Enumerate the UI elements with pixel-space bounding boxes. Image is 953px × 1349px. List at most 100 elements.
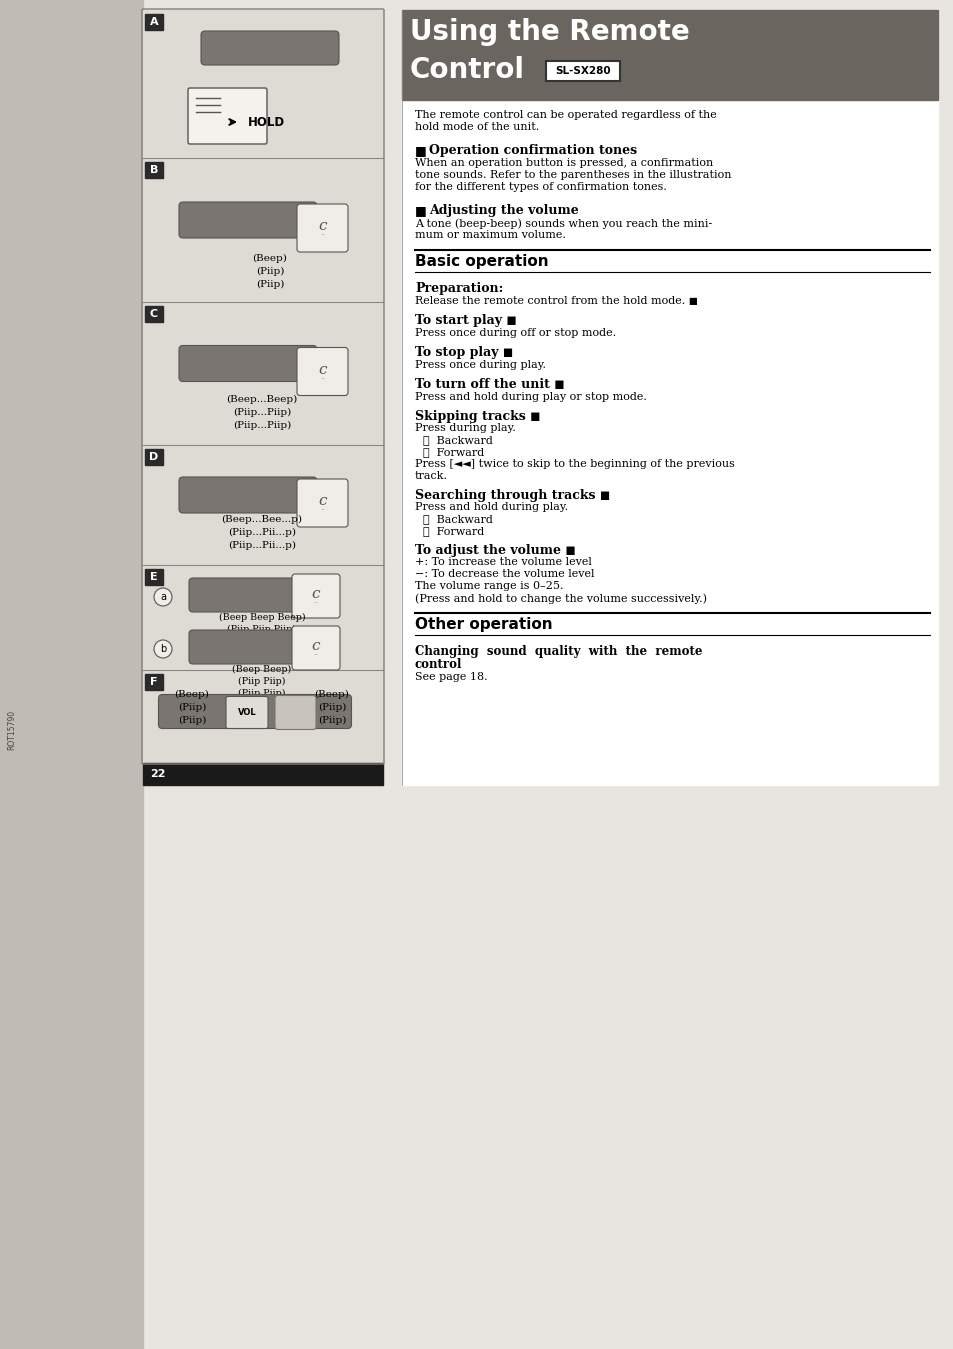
Text: D: D (150, 452, 158, 461)
FancyBboxPatch shape (292, 575, 339, 618)
Circle shape (153, 588, 172, 606)
Text: ··: ·· (313, 652, 318, 661)
Bar (145, 569, 163, 585)
FancyBboxPatch shape (201, 31, 338, 65)
Text: Using the Remote: Using the Remote (410, 18, 689, 46)
Bar (145, 674, 163, 689)
Text: c: c (318, 494, 327, 509)
Text: 22: 22 (150, 769, 166, 778)
Text: Preparation:: Preparation: (415, 282, 503, 295)
Text: (Piip): (Piip) (317, 716, 346, 726)
Text: (Piip): (Piip) (317, 703, 346, 712)
Text: Searching through tracks ◼: Searching through tracks ◼ (415, 488, 610, 502)
FancyBboxPatch shape (189, 577, 307, 612)
Text: (Beep): (Beep) (314, 689, 349, 699)
Text: hold mode of the unit.: hold mode of the unit. (415, 121, 538, 132)
Bar (145, 306, 163, 322)
Text: (Piip): (Piip) (255, 267, 284, 277)
Text: Control: Control (410, 57, 524, 84)
Text: ⓐ  Backward: ⓐ Backward (422, 434, 493, 445)
Text: a: a (160, 592, 166, 602)
FancyBboxPatch shape (545, 61, 619, 81)
Text: E: E (150, 572, 157, 581)
Text: To adjust the volume ◼: To adjust the volume ◼ (415, 544, 576, 557)
Text: (Piip): (Piip) (177, 703, 206, 712)
Text: The remote control can be operated regardless of the: The remote control can be operated regar… (415, 111, 716, 120)
Text: (Piip...Pii...p): (Piip...Pii...p) (228, 541, 295, 550)
Text: ⓐ  Backward: ⓐ Backward (422, 514, 493, 523)
Text: b: b (160, 643, 166, 654)
Text: mum or maximum volume.: mum or maximum volume. (415, 229, 565, 240)
Text: c: c (312, 639, 320, 653)
FancyBboxPatch shape (296, 204, 348, 252)
Text: c: c (312, 587, 320, 602)
FancyBboxPatch shape (179, 478, 316, 513)
Text: (Beep...Beep): (Beep...Beep) (226, 395, 297, 405)
Text: Operation confirmation tones: Operation confirmation tones (429, 144, 637, 156)
Bar (401, 9, 937, 100)
Text: A tone (beep-beep) sounds when you reach the mini-: A tone (beep-beep) sounds when you reach… (415, 219, 712, 228)
Text: ■: ■ (415, 144, 426, 156)
Text: (Piip...Piip): (Piip...Piip) (233, 407, 291, 417)
Circle shape (153, 639, 172, 658)
Text: Basic operation: Basic operation (415, 254, 548, 268)
Text: for the different types of confirmation tones.: for the different types of confirmation … (415, 182, 666, 192)
FancyBboxPatch shape (158, 695, 351, 728)
Bar (145, 449, 163, 465)
Text: (Beep Beep Beep): (Beep Beep Beep) (218, 612, 305, 622)
Text: ROT15790: ROT15790 (8, 710, 16, 750)
Bar (143, 764, 382, 785)
Bar (143, 9, 382, 785)
Text: Press during play.: Press during play. (415, 424, 516, 433)
Text: To start play ◼: To start play ◼ (415, 314, 517, 326)
FancyBboxPatch shape (274, 696, 315, 730)
Text: (Beep): (Beep) (174, 689, 210, 699)
Text: c: c (318, 219, 327, 233)
Text: Release the remote control from the hold mode. ◼: Release the remote control from the hold… (415, 295, 698, 306)
Text: ··: ·· (313, 599, 318, 608)
Text: Skipping tracks ◼: Skipping tracks ◼ (415, 410, 540, 424)
Text: F: F (150, 677, 157, 687)
Text: (Piip Piip): (Piip Piip) (238, 677, 286, 687)
Text: ⓑ  Forward: ⓑ Forward (422, 447, 484, 457)
Text: (Piip Piip Piip): (Piip Piip Piip) (227, 637, 296, 646)
Text: Press and hold during play.: Press and hold during play. (415, 502, 568, 513)
Bar (401, 9, 937, 785)
Text: VOL: VOL (237, 708, 256, 718)
Text: To stop play ◼: To stop play ◼ (415, 345, 513, 359)
Text: ··: ·· (319, 506, 325, 515)
Text: +: To increase the volume level: +: To increase the volume level (415, 557, 591, 567)
Text: (Beep...Bee...p): (Beep...Bee...p) (221, 515, 302, 525)
Text: (Beep): (Beep) (253, 254, 287, 263)
Text: (Beep Beep): (Beep Beep) (233, 665, 292, 674)
FancyBboxPatch shape (179, 202, 316, 237)
Bar (0, 0, 143, 1349)
Text: (Piip...Pii...p): (Piip...Pii...p) (228, 527, 295, 537)
Text: control: control (415, 658, 462, 670)
FancyBboxPatch shape (188, 88, 267, 144)
Text: Changing  sound  quality  with  the  remote: Changing sound quality with the remote (415, 645, 701, 658)
FancyBboxPatch shape (226, 696, 268, 728)
Text: A: A (150, 18, 158, 27)
Text: See page 18.: See page 18. (415, 672, 487, 683)
FancyBboxPatch shape (296, 479, 348, 527)
Text: (Piip Piip): (Piip Piip) (238, 689, 286, 699)
Text: Press once during off or stop mode.: Press once during off or stop mode. (415, 328, 616, 339)
Bar (145, 13, 163, 30)
Text: Press once during play.: Press once during play. (415, 360, 545, 370)
Text: −: To decrease the volume level: −: To decrease the volume level (415, 569, 594, 579)
Text: (Piip Piip Piip): (Piip Piip Piip) (227, 625, 296, 634)
Bar (145, 162, 163, 178)
Text: ··: ·· (319, 232, 325, 240)
Text: c: c (318, 363, 327, 376)
Text: HOLD: HOLD (248, 116, 285, 128)
Text: (Piip): (Piip) (255, 281, 284, 289)
Text: (Piip...Piip): (Piip...Piip) (233, 421, 291, 430)
FancyBboxPatch shape (179, 345, 316, 382)
Text: ⓑ  Forward: ⓑ Forward (422, 526, 484, 536)
Text: track.: track. (415, 471, 448, 482)
Text: Press [◄◄] twice to skip to the beginning of the previous: Press [◄◄] twice to skip to the beginnin… (415, 459, 734, 469)
Text: Adjusting the volume: Adjusting the volume (429, 204, 578, 217)
FancyBboxPatch shape (292, 626, 339, 670)
Text: ■: ■ (415, 204, 426, 217)
